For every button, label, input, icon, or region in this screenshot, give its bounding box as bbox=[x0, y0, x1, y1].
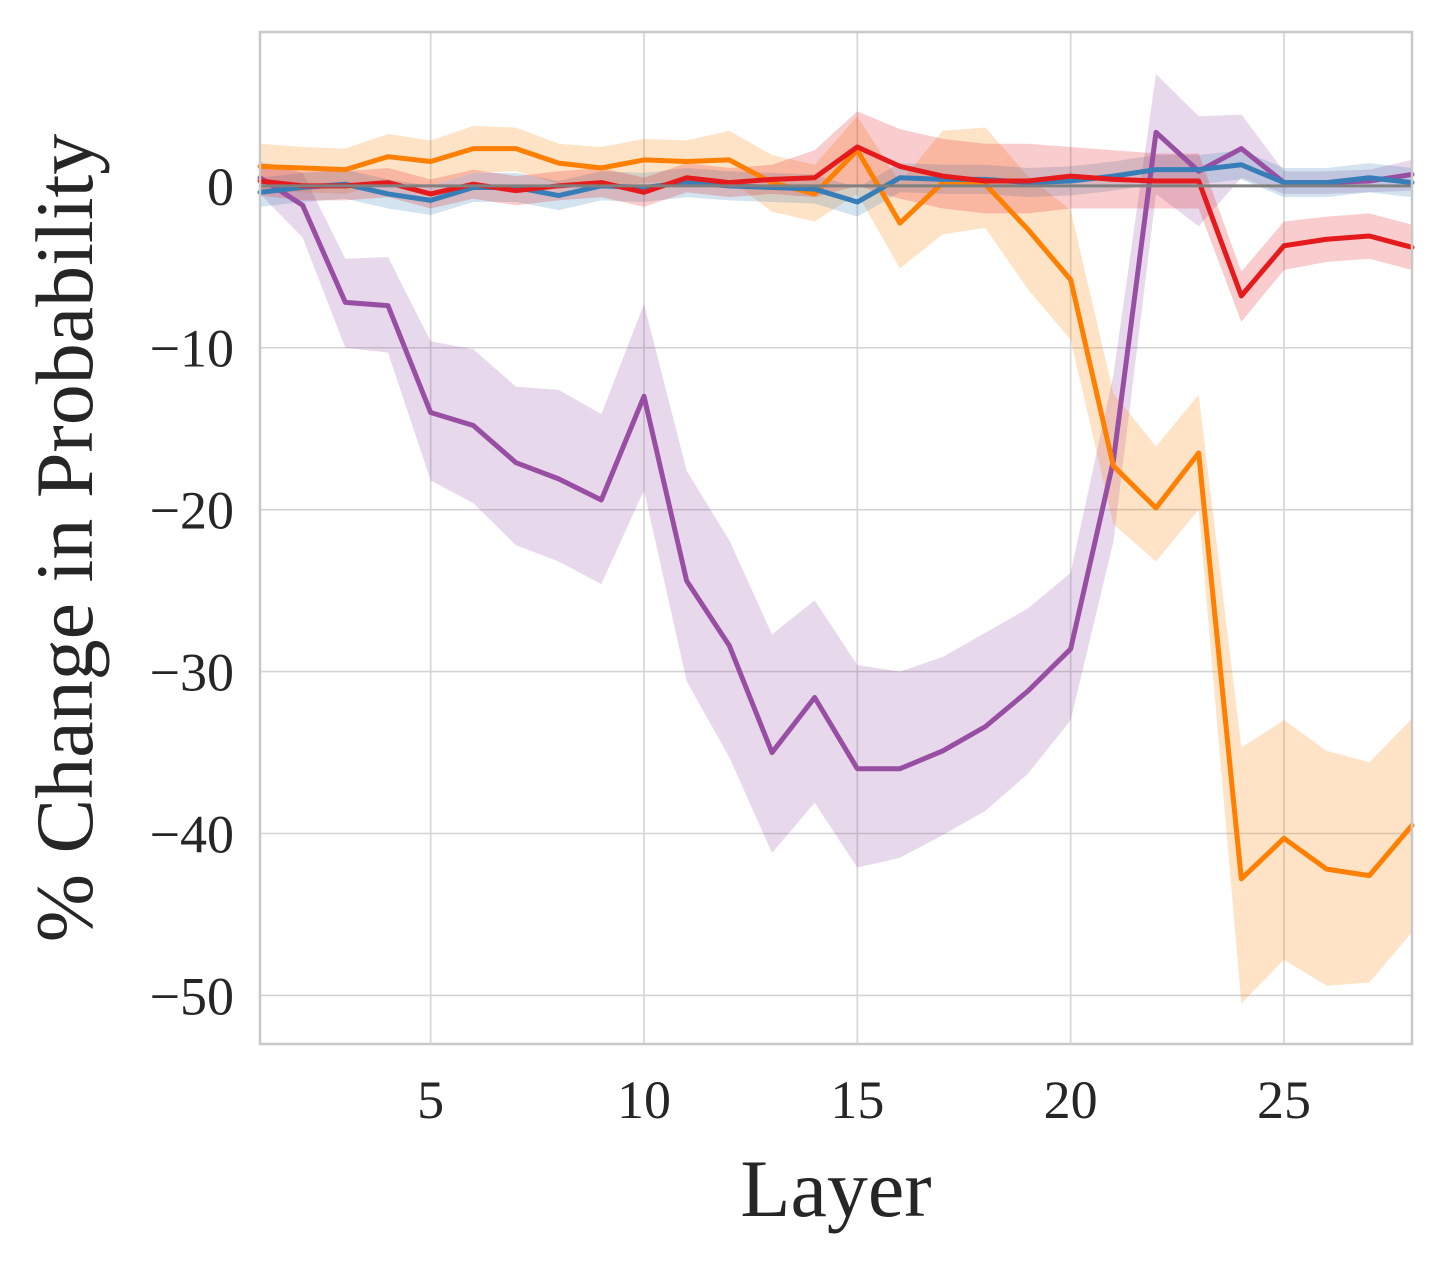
y-tick-label: −40 bbox=[150, 805, 234, 865]
purple-confidence-band bbox=[260, 74, 1412, 868]
red-confidence-band bbox=[260, 111, 1412, 322]
y-axis-ticks: 0 −10 −20 −30 −40 −50 bbox=[150, 157, 234, 1027]
confidence-bands bbox=[260, 74, 1412, 1004]
red-series-line bbox=[257, 144, 1415, 299]
y-axis-title: % Change in Probability bbox=[19, 134, 110, 943]
plot-frame bbox=[258, 30, 1414, 1046]
orange-confidence-band bbox=[260, 116, 1412, 1004]
y-tick-label: −10 bbox=[150, 319, 234, 379]
blue-confidence-band bbox=[260, 150, 1412, 217]
series-lines bbox=[257, 129, 1415, 882]
y-tick-label: −50 bbox=[150, 966, 234, 1026]
purple-series-line bbox=[257, 129, 1415, 772]
x-axis-ticks: 5 10 15 20 25 bbox=[417, 1070, 1311, 1130]
y-tick-label: 0 bbox=[207, 157, 234, 217]
y-tick-label: −30 bbox=[150, 643, 234, 703]
x-tick-label: 5 bbox=[417, 1070, 444, 1130]
x-axis-title: Layer bbox=[740, 1143, 931, 1234]
blue-series-line bbox=[257, 162, 1415, 205]
orange-series-line bbox=[257, 146, 1415, 882]
x-tick-label: 20 bbox=[1044, 1070, 1098, 1130]
x-tick-label: 15 bbox=[830, 1070, 884, 1130]
x-tick-label: 25 bbox=[1257, 1070, 1311, 1130]
x-tick-label: 10 bbox=[617, 1070, 671, 1130]
y-tick-label: −20 bbox=[150, 481, 234, 541]
